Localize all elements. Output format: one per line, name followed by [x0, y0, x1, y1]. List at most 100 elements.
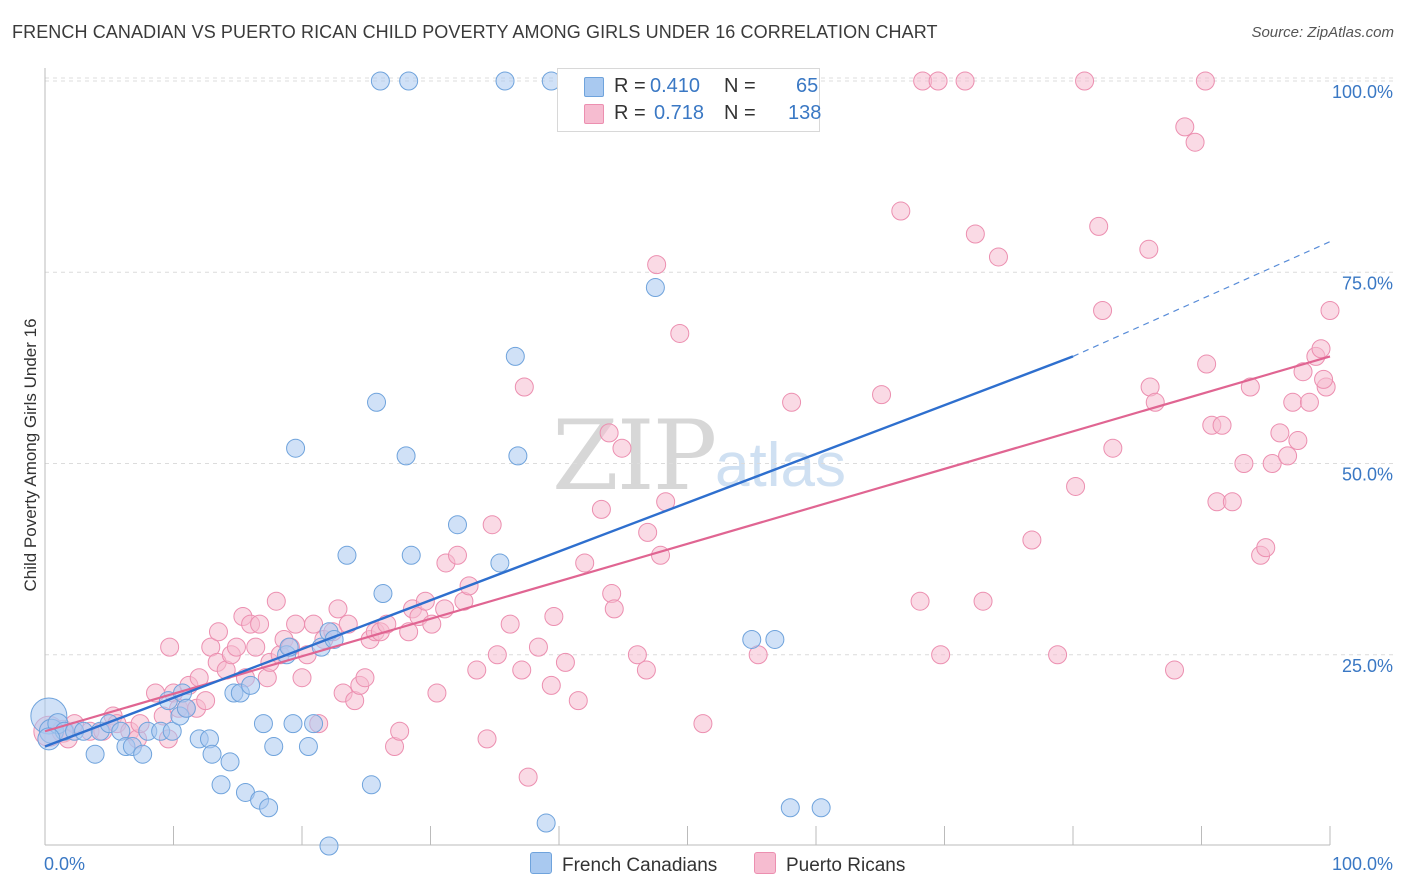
data-point-puerto-ricans	[328, 599, 348, 619]
data-point-puerto-ricans	[355, 668, 375, 688]
data-point-puerto-ricans	[872, 385, 892, 405]
data-point-french-canadians	[264, 737, 284, 757]
data-point-puerto-ricans	[568, 691, 588, 711]
data-point-french-canadians	[259, 798, 279, 818]
data-point-french-canadians	[447, 515, 467, 535]
data-point-french-canadians	[253, 714, 273, 734]
y-axis-title: Child Poverty Among Girls Under 16	[21, 318, 40, 591]
data-point-puerto-ricans	[1222, 492, 1242, 512]
data-point-puerto-ricans	[1103, 438, 1123, 458]
data-point-puerto-ricans	[1320, 301, 1340, 320]
data-point-puerto-ricans	[1288, 431, 1308, 451]
data-point-puerto-ricans	[1234, 454, 1254, 473]
data-point-french-canadians	[536, 813, 556, 833]
data-point-puerto-ricans	[1048, 645, 1068, 665]
data-point-puerto-ricans	[1185, 132, 1205, 152]
data-point-puerto-ricans	[931, 645, 951, 665]
data-point-puerto-ricans	[1262, 454, 1282, 473]
data-point-puerto-ricans	[477, 729, 497, 749]
data-point-puerto-ricans	[487, 645, 507, 665]
data-point-french-canadians	[304, 714, 324, 734]
data-point-french-canadians	[162, 721, 182, 741]
data-point-puerto-ricans	[1175, 117, 1195, 137]
data-point-puerto-ricans	[1283, 392, 1303, 412]
data-point-puerto-ricans	[782, 392, 802, 412]
data-point-french-canadians	[401, 545, 421, 565]
data-point-puerto-ricans	[1197, 354, 1217, 374]
data-point-puerto-ricans	[512, 660, 532, 680]
data-point-puerto-ricans	[1299, 392, 1319, 412]
data-point-puerto-ricans	[693, 714, 713, 734]
trend-line-french-canadians-extension	[1072, 241, 1331, 357]
data-point-french-canadians	[742, 629, 762, 649]
data-point-french-canadians	[508, 446, 528, 466]
data-point-puerto-ricans	[928, 71, 948, 91]
data-point-french-canadians	[370, 71, 390, 91]
data-point-puerto-ricans	[1278, 446, 1298, 466]
tick-labels: 25.0% 50.0% 75.0% 100.0% 0.0% 100.0%	[44, 82, 1393, 874]
data-point-puerto-ricans	[1311, 339, 1331, 359]
legend-puerto-ricans: Puerto Ricans	[754, 852, 905, 877]
data-point-puerto-ricans	[575, 553, 595, 573]
data-point-puerto-ricans	[196, 691, 216, 711]
blue-swatch	[530, 852, 552, 874]
chart-title: FRENCH CANADIAN VS PUERTO RICAN CHILD PO…	[12, 22, 938, 42]
data-point-puerto-ricans	[541, 675, 561, 695]
data-point-french-canadians	[645, 278, 665, 298]
data-point-puerto-ricans	[528, 637, 548, 657]
data-point-puerto-ricans	[1256, 538, 1276, 558]
data-point-puerto-ricans	[910, 591, 930, 611]
legend-label: Puerto Ricans	[786, 855, 906, 876]
axes	[44, 68, 1331, 846]
data-point-puerto-ricans	[208, 622, 228, 642]
trend-line-puerto-ricans	[44, 355, 1331, 733]
data-point-puerto-ricans	[1195, 71, 1215, 91]
data-point-puerto-ricans	[670, 323, 690, 343]
data-point-puerto-ricans	[250, 614, 270, 634]
data-point-puerto-ricans	[612, 438, 632, 458]
data-point-puerto-ricans	[482, 515, 502, 535]
data-point-french-canadians	[811, 798, 831, 818]
data-point-puerto-ricans	[1066, 476, 1086, 496]
data-point-puerto-ricans	[1293, 362, 1313, 382]
data-point-puerto-ricans	[514, 377, 534, 397]
y-tick-label: 50.0%	[1342, 465, 1393, 485]
y-tick-label: 75.0%	[1342, 273, 1393, 293]
data-point-puerto-ricans	[1165, 660, 1185, 680]
legend-n-label: N =	[724, 75, 756, 97]
data-point-puerto-ricans	[1270, 423, 1290, 443]
series-puerto-ricans	[33, 71, 1340, 787]
data-point-puerto-ricans	[266, 591, 286, 611]
legend-r-label: R =	[614, 75, 646, 97]
data-point-french-canadians	[298, 737, 318, 757]
data-point-french-canadians	[490, 553, 510, 573]
data-point-puerto-ricans	[1139, 239, 1159, 259]
data-point-french-canadians	[37, 727, 61, 751]
data-point-puerto-ricans	[447, 545, 467, 565]
data-point-puerto-ricans	[627, 645, 647, 665]
data-point-french-canadians	[396, 446, 416, 466]
data-point-puerto-ricans	[246, 637, 266, 657]
watermark-atlas: atlas	[715, 431, 846, 500]
trend-lines	[44, 241, 1331, 748]
data-point-french-canadians	[373, 584, 393, 604]
data-point-french-canadians	[780, 798, 800, 818]
legend-n-label: N =	[724, 102, 756, 124]
data-point-puerto-ricans	[292, 668, 312, 688]
legend-n-value: 138	[788, 102, 822, 124]
data-point-puerto-ricans	[427, 683, 447, 703]
legend-r-label: R =	[614, 102, 646, 124]
data-point-puerto-ricans	[544, 607, 564, 626]
watermark-zip: ZIP	[552, 400, 717, 512]
grid-lines	[45, 77, 1395, 656]
data-point-french-canadians	[220, 752, 240, 772]
data-point-puerto-ricans	[1314, 369, 1334, 389]
data-point-puerto-ricans	[1075, 71, 1095, 91]
pink-swatch	[584, 104, 604, 124]
y-tick-label: 100.0%	[1332, 82, 1393, 102]
data-point-puerto-ricans	[638, 522, 658, 542]
data-point-french-canadians	[361, 775, 381, 795]
data-point-puerto-ricans	[1212, 415, 1232, 435]
data-point-puerto-ricans	[955, 71, 975, 91]
